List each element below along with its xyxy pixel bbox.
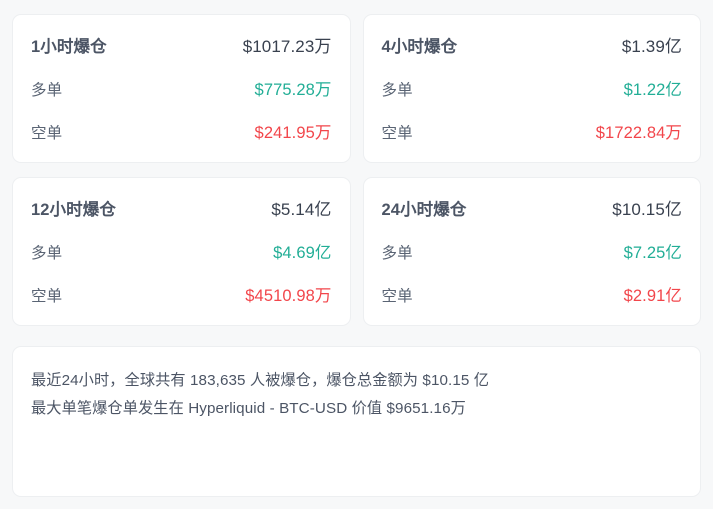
liquidation-card-24h[interactable]: 24小时爆仓 $10.15亿 多单 $7.25亿 空单 $2.91亿 [362, 177, 701, 326]
card-title: 12小时爆仓 [31, 201, 116, 219]
liquidation-cards-grid: 1小时爆仓 $1017.23万 多单 $775.28万 空单 $241.95万 … [12, 14, 701, 326]
long-label: 多单 [381, 245, 413, 262]
liquidation-card-12h[interactable]: 12小时爆仓 $5.14亿 多单 $4.69亿 空单 $4510.98万 [12, 177, 351, 326]
card-title: 1小时爆仓 [31, 38, 107, 56]
card-total-value: $1017.23万 [242, 37, 332, 56]
card-long-row: 多单 $1.22亿 [382, 76, 683, 100]
card-total-value: $1.39亿 [621, 37, 682, 56]
card-total-value: $5.14亿 [271, 200, 332, 219]
short-value: $2.91亿 [623, 287, 682, 305]
long-value: $4.69亿 [273, 244, 332, 262]
card-title: 4小时爆仓 [381, 38, 458, 56]
long-value: $775.28万 [254, 81, 332, 99]
short-value: $241.95万 [254, 124, 332, 142]
card-short-row: 空单 $2.91亿 [382, 282, 683, 306]
card-short-row: 空单 $241.95万 [31, 119, 332, 143]
short-label: 空单 [381, 125, 413, 142]
summary-panel: 最近24小时，全球共有 183,635 人被爆仓，爆仓总金额为 $10.15 亿… [12, 346, 701, 497]
card-header-row: 4小时爆仓 $1.39亿 [382, 32, 683, 57]
card-short-row: 空单 $4510.98万 [31, 282, 332, 306]
short-value: $4510.98万 [245, 287, 332, 305]
short-label: 空单 [381, 288, 413, 305]
short-label: 空单 [31, 125, 63, 142]
card-short-row: 空单 $1722.84万 [382, 119, 683, 143]
card-total-value: $10.15亿 [612, 200, 682, 219]
card-long-row: 多单 $775.28万 [31, 76, 332, 100]
card-header-row: 1小时爆仓 $1017.23万 [31, 32, 332, 57]
card-long-row: 多单 $7.25亿 [382, 239, 683, 263]
long-label: 多单 [381, 82, 413, 99]
short-value: $1722.84万 [595, 124, 682, 142]
summary-line-totals: 最近24小时，全球共有 183,635 人被爆仓，爆仓总金额为 $10.15 亿 [31, 372, 490, 389]
liquidation-card-4h[interactable]: 4小时爆仓 $1.39亿 多单 $1.22亿 空单 $1722.84万 [362, 14, 701, 163]
card-header-row: 12小时爆仓 $5.14亿 [31, 195, 332, 220]
liquidation-card-1h[interactable]: 1小时爆仓 $1017.23万 多单 $775.28万 空单 $241.95万 [12, 14, 351, 163]
card-title: 24小时爆仓 [381, 201, 467, 219]
long-label: 多单 [31, 82, 63, 99]
long-value: $7.25亿 [623, 244, 682, 262]
card-header-row: 24小时爆仓 $10.15亿 [382, 195, 683, 220]
card-long-row: 多单 $4.69亿 [31, 239, 332, 263]
short-label: 空单 [31, 288, 63, 305]
long-value: $1.22亿 [623, 81, 682, 99]
long-label: 多单 [31, 245, 63, 262]
summary-line-largest-order: 最大单笔爆仓单发生在 Hyperliquid - BTC-USD 价值 $965… [31, 400, 466, 417]
